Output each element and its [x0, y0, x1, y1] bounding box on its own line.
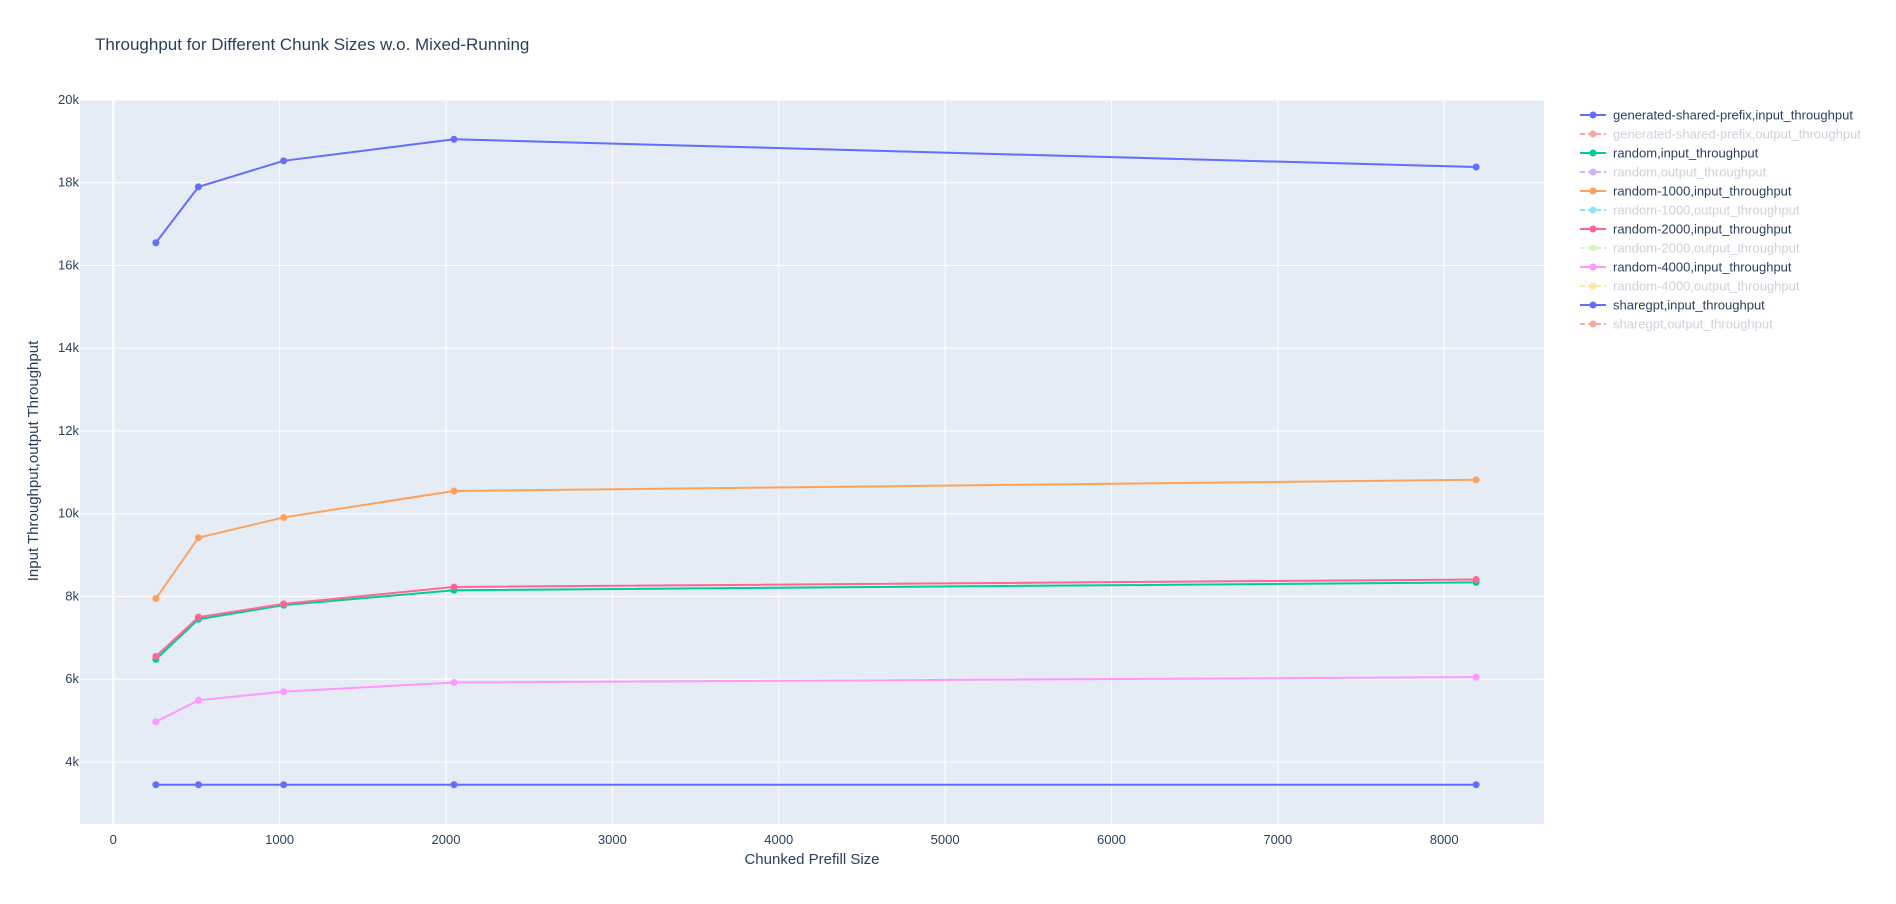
x-tick-label: 5000 [931, 832, 960, 847]
data-point [152, 718, 160, 726]
y-tick-label: 4k [65, 754, 79, 769]
legend-item[interactable]: random,input_throughput [1580, 146, 1759, 161]
x-tick-label: 7000 [1263, 832, 1292, 847]
legend-item[interactable]: random-2000,output_throughput [1580, 241, 1800, 256]
data-point [1472, 476, 1480, 484]
data-point [450, 487, 458, 495]
y-tick-label: 10k [58, 506, 79, 521]
legend-label: random-2000,output_throughput [1613, 241, 1800, 256]
series-6 [152, 575, 1480, 660]
x-tick-label: 4000 [764, 832, 793, 847]
x-tick-label: 8000 [1430, 832, 1459, 847]
x-axis-label: Chunked Prefill Size [744, 851, 879, 868]
legend-item[interactable]: generated-shared-prefix,output_throughpu… [1580, 127, 1861, 142]
legend-label: sharegpt,output_throughput [1613, 317, 1773, 332]
series-0 [152, 135, 1480, 247]
legend-marker [1589, 130, 1597, 138]
data-point [450, 781, 458, 789]
y-tick-label: 6k [65, 671, 79, 686]
legend-marker [1589, 168, 1597, 176]
data-point [194, 696, 202, 704]
x-tick-label: 1000 [265, 832, 294, 847]
data-point [450, 583, 458, 591]
legend-marker [1589, 263, 1597, 271]
data-point [1472, 781, 1480, 789]
x-tick-label: 0 [110, 832, 117, 847]
legend-label: generated-shared-prefix,output_throughpu… [1613, 127, 1861, 142]
gridlines [80, 99, 1544, 824]
legend-item[interactable]: sharegpt,input_throughput [1580, 298, 1765, 313]
legend-item[interactable]: sharegpt,output_throughput [1580, 317, 1773, 332]
chart-title: Throughput for Different Chunk Sizes w.o… [95, 35, 529, 54]
legend-marker [1589, 149, 1597, 157]
y-tick-label: 12k [58, 423, 79, 438]
x-axis-ticks: 0 1000 2000 3000 4000 5000 6000 7000 8000 [110, 832, 1459, 847]
data-point [1472, 673, 1480, 681]
x-tick-label: 3000 [598, 832, 627, 847]
data-point [194, 781, 202, 789]
legend-label: random-1000,output_throughput [1613, 203, 1800, 218]
series-lines [152, 135, 1480, 789]
legend-label: random,input_throughput [1613, 146, 1759, 161]
legend-marker [1589, 206, 1597, 214]
series-10 [152, 781, 1480, 789]
legend-item[interactable]: random-4000,output_throughput [1580, 279, 1800, 294]
legend: generated-shared-prefix,input_throughput… [1580, 108, 1861, 332]
data-point [152, 239, 160, 247]
legend-marker [1589, 320, 1597, 328]
data-point [280, 513, 288, 521]
data-point [1472, 575, 1480, 583]
data-point [450, 679, 458, 687]
x-tick-label: 6000 [1097, 832, 1126, 847]
data-point [152, 781, 160, 789]
data-point [1472, 163, 1480, 171]
legend-item[interactable]: random-2000,input_throughput [1580, 222, 1792, 237]
legend-marker [1589, 225, 1597, 233]
data-point [194, 613, 202, 621]
legend-label: random-1000,input_throughput [1613, 184, 1792, 199]
x-tick-label: 2000 [432, 832, 461, 847]
legend-item[interactable]: random-4000,input_throughput [1580, 260, 1792, 275]
y-tick-label: 18k [58, 175, 79, 190]
legend-label: generated-shared-prefix,input_throughput [1613, 108, 1853, 123]
legend-item[interactable]: random-1000,output_throughput [1580, 203, 1800, 218]
legend-marker [1589, 282, 1597, 290]
data-point [280, 781, 288, 789]
y-axis-label: Input Throughput,output Throughput [25, 340, 42, 581]
legend-item[interactable]: generated-shared-prefix,input_throughput [1580, 108, 1853, 123]
data-point [280, 157, 288, 165]
legend-item[interactable]: random-1000,input_throughput [1580, 184, 1792, 199]
legend-marker [1589, 187, 1597, 195]
series-8 [152, 673, 1480, 726]
legend-label: random,output_throughput [1613, 165, 1767, 180]
legend-marker [1589, 301, 1597, 309]
legend-label: random-4000,output_throughput [1613, 279, 1800, 294]
data-point [194, 534, 202, 542]
y-tick-label: 8k [65, 588, 79, 603]
plot-area [80, 100, 1544, 824]
legend-item[interactable]: random,output_throughput [1580, 165, 1767, 180]
data-point [280, 688, 288, 696]
legend-label: sharegpt,input_throughput [1613, 298, 1765, 313]
data-point [152, 652, 160, 660]
data-point [194, 183, 202, 191]
legend-label: random-4000,input_throughput [1613, 260, 1792, 275]
y-axis-ticks: 4k 6k 8k 10k 12k 14k 16k 18k 20k [58, 92, 79, 769]
legend-marker [1589, 111, 1597, 119]
y-tick-label: 16k [58, 257, 79, 272]
data-point [450, 135, 458, 143]
legend-marker [1589, 244, 1597, 252]
series-4 [152, 476, 1480, 603]
data-point [280, 600, 288, 608]
y-tick-label: 20k [58, 92, 79, 107]
data-point [152, 595, 160, 603]
y-tick-label: 14k [58, 340, 79, 355]
legend-label: random-2000,input_throughput [1613, 222, 1792, 237]
